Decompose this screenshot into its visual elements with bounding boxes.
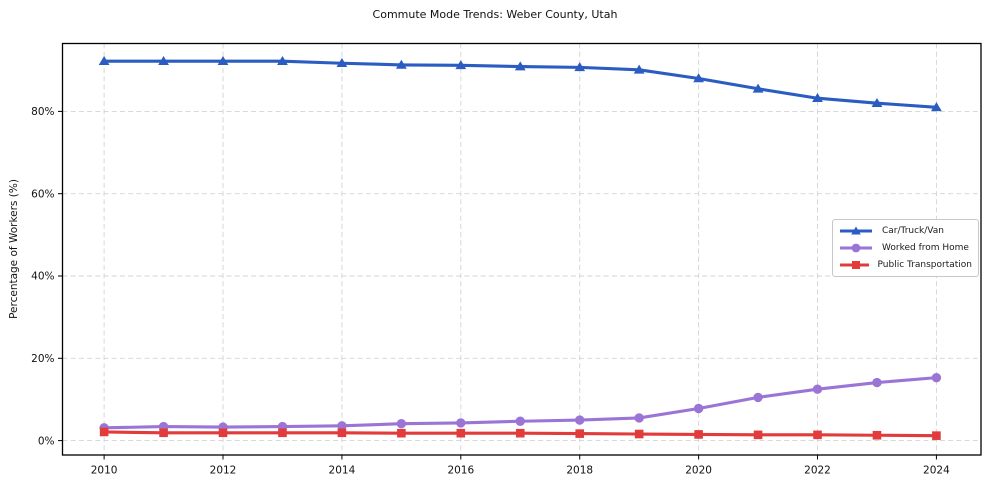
triangle-marker: [574, 62, 586, 72]
square-marker: [872, 430, 882, 440]
square-marker: [694, 430, 703, 439]
triangle-marker: [158, 55, 169, 65]
circle-marker: [812, 384, 823, 394]
legend-circle-sample-icon: [840, 243, 872, 253]
y-tick-label: 20%: [31, 353, 54, 365]
x-tick-label: 2018: [566, 465, 593, 477]
x-tick-label: 2012: [210, 465, 237, 477]
square-marker: [456, 428, 466, 438]
square-marker: [337, 428, 347, 438]
y-tick-label: 60%: [31, 188, 54, 200]
y-tick-label: 80%: [31, 106, 54, 118]
circle-marker: [634, 413, 644, 423]
square-marker: [218, 428, 228, 438]
circle-marker: [456, 418, 466, 428]
triangle-marker: [514, 61, 526, 71]
square-marker: [932, 431, 941, 440]
x-tick-label: 2024: [923, 465, 950, 477]
square-marker: [753, 430, 763, 440]
square-marker: [515, 428, 525, 438]
square-marker: [634, 429, 644, 439]
triangle-marker: [871, 97, 883, 107]
triangle-marker: [693, 73, 705, 83]
circle-marker: [337, 421, 347, 431]
square-marker: [99, 427, 109, 437]
circle-marker: [515, 416, 525, 426]
square-marker: [159, 428, 168, 438]
legend-label: Car/Truck/Van: [882, 226, 944, 237]
circle-marker: [753, 392, 763, 403]
triangle-marker: [455, 60, 467, 70]
y-tick-label: 40%: [31, 271, 54, 283]
square-marker: [278, 428, 287, 438]
x-tick-label: 2014: [329, 465, 356, 477]
triangle-marker: [217, 55, 229, 65]
legend-label: Worked from Home: [882, 242, 969, 253]
x-tick-label: 2022: [804, 465, 831, 477]
circle-marker: [575, 415, 585, 425]
legend-item: Public Transportation: [839, 259, 972, 271]
triangle-marker: [395, 59, 407, 69]
triangle-marker: [752, 83, 764, 93]
plot-border: [61, 42, 982, 456]
square-marker: [397, 428, 406, 438]
legend-item: Car/Truck/Van: [839, 225, 972, 237]
x-tick-label: 2010: [91, 465, 118, 477]
legend-triangle-sample-icon: [840, 226, 872, 235]
chart-title: Commute Mode Trends: Weber County, Utah: [372, 8, 618, 21]
y-tick-label: 0%: [38, 435, 55, 447]
triangle-marker: [633, 64, 645, 74]
legend-square-sample-icon: [840, 260, 869, 269]
triangle-marker: [277, 55, 288, 65]
circle-marker: [693, 403, 704, 414]
triangle-marker: [931, 102, 942, 112]
triangle-marker: [336, 58, 348, 68]
legend-item: Worked from Home: [839, 242, 972, 254]
legend-label: Public Transportation: [877, 259, 972, 270]
square-marker: [575, 429, 585, 438]
x-tick-label: 2016: [447, 465, 474, 477]
circle-marker: [872, 377, 882, 388]
legend-box: Car/Truck/Van Worked from Home Public Tran…: [832, 219, 979, 277]
circle-marker: [396, 419, 407, 429]
triangle-marker: [98, 55, 110, 65]
square-marker: [813, 430, 822, 440]
circle-marker: [931, 372, 942, 383]
triangle-marker: [812, 93, 823, 103]
x-tick-label: 2020: [685, 465, 712, 477]
